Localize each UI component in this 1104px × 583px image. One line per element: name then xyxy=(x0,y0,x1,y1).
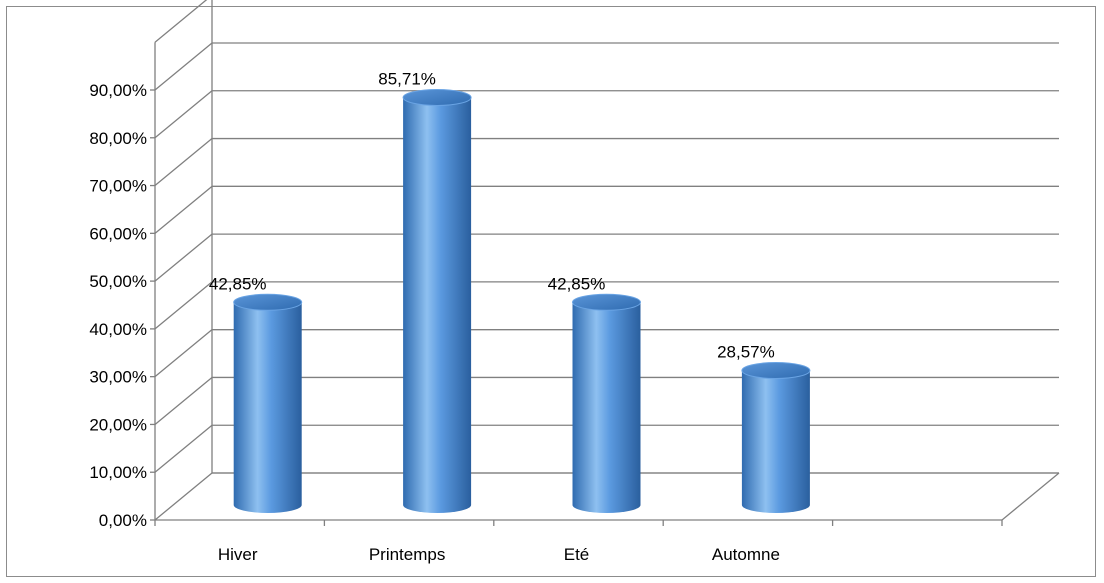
data-label: 28,57% xyxy=(717,342,775,361)
bar xyxy=(572,293,641,513)
data-label: 85,71% xyxy=(378,69,436,88)
side-gridline xyxy=(154,281,213,330)
bar-top xyxy=(233,293,303,311)
bar-top xyxy=(741,361,811,379)
bar-top xyxy=(402,88,472,106)
side-gridline xyxy=(154,424,213,473)
floor-right-edge xyxy=(1001,472,1060,521)
y-tick-label: 10,00% xyxy=(89,463,147,482)
bar xyxy=(402,88,472,513)
side-gridline xyxy=(154,233,213,282)
side-gridline xyxy=(154,90,213,139)
chart-frame xyxy=(6,6,1096,577)
label-layer: 0,00% 10,00% 20,00% 30,00% 40,00% 50,00% 60,00… xyxy=(89,69,780,564)
side-gridline xyxy=(154,472,213,521)
bar-body xyxy=(741,370,810,513)
y-tick-label: 20,00% xyxy=(89,415,147,434)
y-tick-label: 30,00% xyxy=(89,368,147,387)
y-tick-label: 0,00% xyxy=(99,511,147,530)
data-label: 42,85% xyxy=(548,274,606,293)
y-tick-label: 70,00% xyxy=(89,177,147,196)
data-label: 42,85% xyxy=(209,274,267,293)
y-tick-label: 50,00% xyxy=(89,272,147,291)
side-gridline xyxy=(154,138,213,187)
side-gridline xyxy=(154,329,213,378)
y-tick-label: 90,00% xyxy=(89,81,147,100)
x-tick-label: Printemps xyxy=(369,545,446,564)
y-tick-label: 80,00% xyxy=(89,129,147,148)
side-gridline xyxy=(154,376,213,425)
side-gridline xyxy=(154,0,208,43)
y-tick-label: 40,00% xyxy=(89,320,147,339)
side-gridline xyxy=(154,185,213,234)
bar-body xyxy=(572,302,641,513)
bar-layer xyxy=(233,88,811,513)
side-gridline xyxy=(154,42,213,91)
x-tick-label: Automne xyxy=(712,545,780,564)
y-tick-label: 60,00% xyxy=(89,224,147,243)
bar xyxy=(233,293,303,513)
bar-body xyxy=(233,302,302,513)
bar-body xyxy=(403,97,472,513)
x-tick-label: Eté xyxy=(564,545,590,564)
x-tick-label: Hiver xyxy=(218,545,258,564)
bar-top xyxy=(572,293,641,311)
bar xyxy=(741,361,811,513)
